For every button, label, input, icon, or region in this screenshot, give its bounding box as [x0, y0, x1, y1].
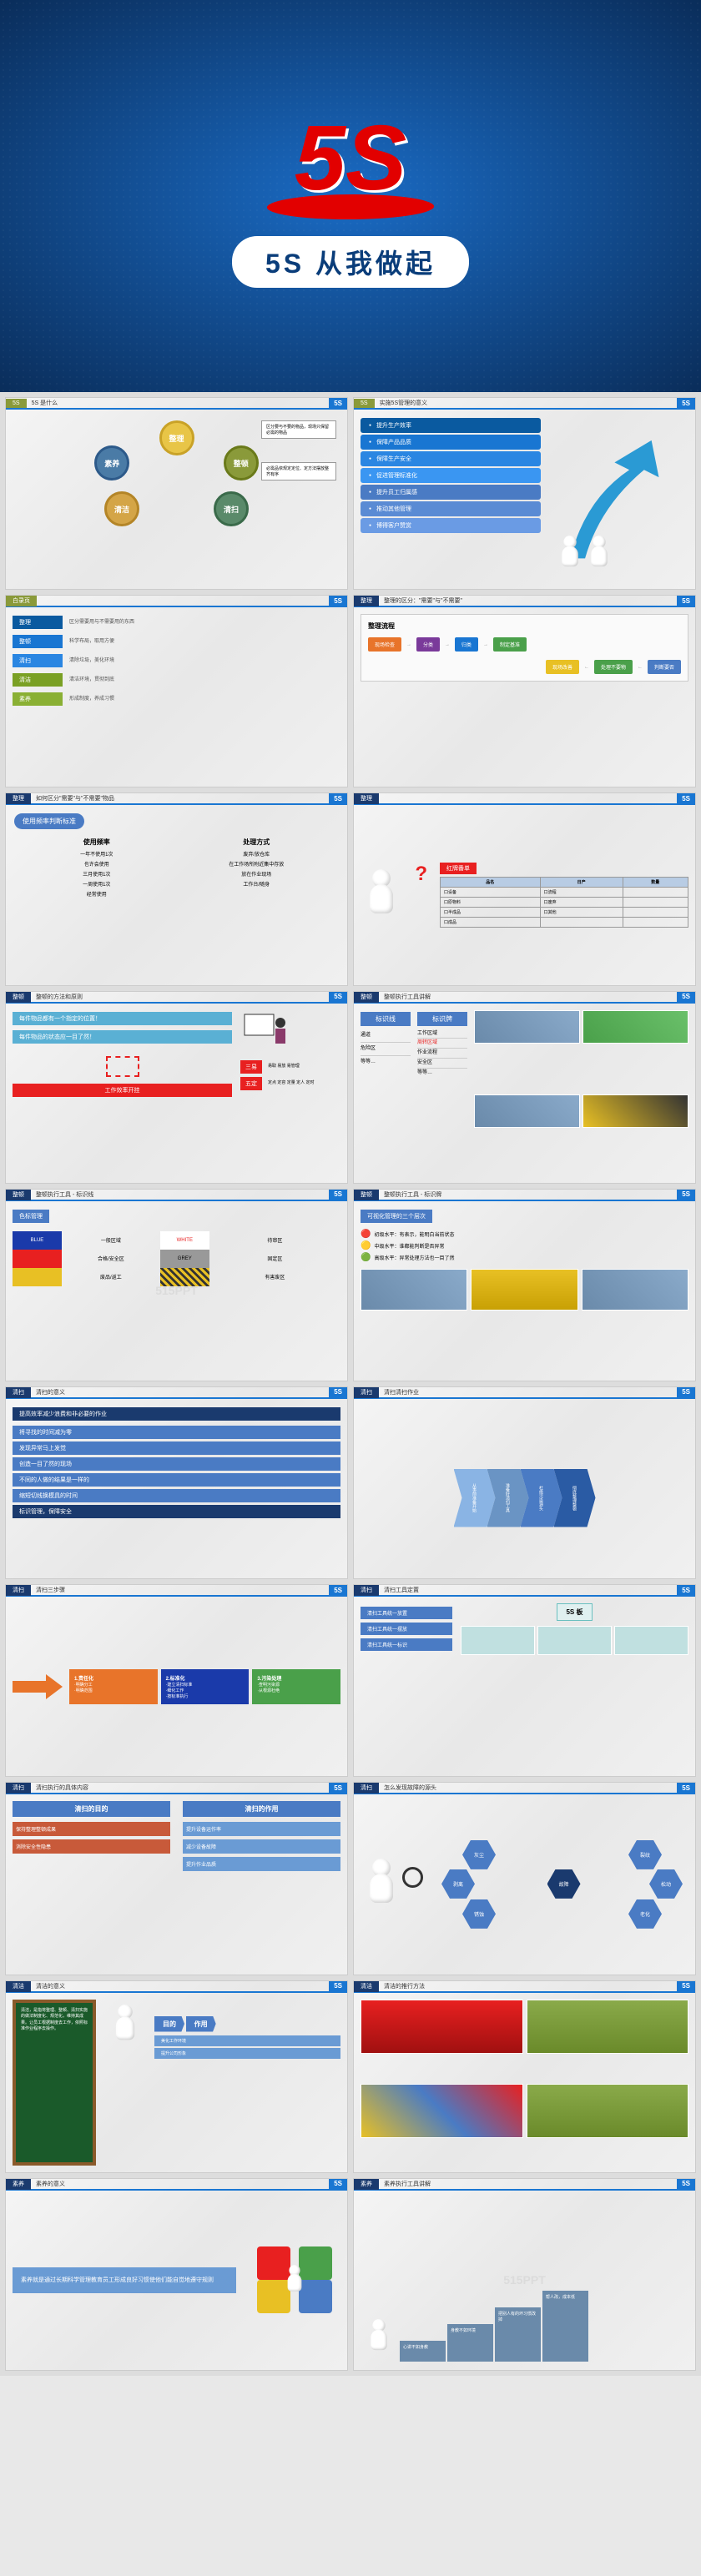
- hero-banner: 5S 5S 从我做起: [0, 0, 701, 392]
- slide-16: 清扫怎么发现故障的源头5S 灰尘 裂纹 剥离 松动 锈蚀 老化 故障: [353, 1782, 696, 1975]
- photo-placeholder: [582, 1010, 688, 1044]
- photo-placeholder: [527, 2084, 689, 2138]
- photo-placeholder: [582, 1269, 688, 1311]
- teacher-icon: [240, 1010, 290, 1052]
- slide-6: 整理5S ? 红牌番单 品名日产数量 口设备口流程 口原物料口废弃 口半成品口其…: [353, 792, 696, 985]
- slide-19: 素养素养的意义5S 素养就是通过长期科学管理教育员工形成良好习惯使他们能自觉地遵…: [5, 2178, 348, 2371]
- photo-placeholder: [361, 1269, 467, 1311]
- slide-1: 5S5S 是什么5S 整理 素养 整顿 清洁 清扫 区分要与不要的物品，现场只保…: [5, 397, 348, 590]
- slide-18: 清洁清洁的推行方法5S: [353, 1980, 696, 2173]
- puzzle-graphic: [249, 2238, 340, 2322]
- person-question-icon: [361, 869, 402, 919]
- slide-12: 清扫清扫清扫作业5S 从事前准备开始 准备好清扫工具 杜绝污染源头 彻底整理整顿: [353, 1386, 696, 1579]
- photo-placeholder: [582, 1094, 688, 1128]
- slide-7: 整顿整顿的方法和原则5S 每件物品都有一个指定的位置！ 每件物品的状态应一目了然…: [5, 991, 348, 1184]
- badge-5s: 5S: [329, 398, 347, 409]
- photo-placeholder: [361, 2084, 523, 2138]
- color-table: BLUE一般区域WHITE待审区 合格/安全区GREY固定区 废品/返工有害废区: [13, 1231, 340, 1286]
- person-running-icon: [365, 2319, 394, 2354]
- benefits-list: 提升生产效率 保障产品品质 保障生产安全 促进管理标准化 提升员工归属感 推动其…: [361, 416, 541, 582]
- person-icon: [556, 536, 585, 571]
- hero-wave: [264, 194, 437, 219]
- slide-9: 整顿整顿执行工具 - 标识线5S 色标管理 BLUE一般区域WHITE待审区 合…: [5, 1189, 348, 1381]
- hero-subtitle: 5S 从我做起: [232, 236, 469, 288]
- photo-placeholder: [614, 1626, 688, 1655]
- photo-placeholder: [527, 2000, 689, 2054]
- circle-seiso: 清扫: [214, 491, 249, 526]
- photo-placeholder: [461, 1626, 535, 1655]
- slide-8: 整顿整顿执行工具讲解5S 标识线 通道 危险区 等等… 标识牌 工作区域 周转区…: [353, 991, 696, 1184]
- photo-placeholder: [471, 1269, 577, 1311]
- circle-shitsuke: 素养: [94, 445, 129, 480]
- slide-20: 素养素养执行工具讲解5S 心讲不如身教 身教不如环境 把别人有的坏习惯改掉 帮人…: [353, 2178, 696, 2371]
- person-icon: [108, 2005, 142, 2045]
- arrow-right-icon: [13, 1674, 63, 1699]
- slide-3: 白录页5S 整理区分需要用与不需要用的东西 整顿科学布局，取用方便 清扫清除垃圾…: [5, 595, 348, 787]
- slide-17: 清洁清洁的意义5S 清洁，是指将整理、整顿、清扫实施的做法制度化、规范化，维持其…: [5, 1980, 348, 2173]
- person-magnify-icon: [361, 1859, 402, 1909]
- slide-grid: 5S5S 是什么5S 整理 素养 整顿 清洁 清扫 区分要与不要的物品，现场只保…: [0, 392, 701, 2376]
- slide-11: 清扫清扫的意义5S 提高效率减少浪费和非必要的作业 将寻找的时间减为零 发现异常…: [5, 1386, 348, 1579]
- slide-14: 清扫清扫工具定置5S 清扫工具统一放置 清扫工具统一摆放 清扫工具统一标识 5S…: [353, 1584, 696, 1777]
- slide-13: 清扫清扫三步骤5S 1.责任化·明确分工 ·明确范围 2.标准化·建立清扫标准 …: [5, 1584, 348, 1777]
- slide-4: 整理整理的区分："需要"与"不需要"5S 整理流程 现场检查→ 分类→ 归类→ …: [353, 595, 696, 787]
- slide-15: 清扫清扫执行的具体内容5S 清扫的目的 保持整理整顿成果 消除安全性隐患 清扫的…: [5, 1782, 348, 1975]
- slide-5: 整理如何区分"需要"与"不需要"物品5S 使用频率判断标准 使用频率 一年不使用…: [5, 792, 348, 985]
- photo-placeholder: [474, 1010, 580, 1044]
- person-icon: [585, 536, 614, 571]
- circle-seiketsu: 清洁: [104, 491, 139, 526]
- slide-10: 整顿整顿执行工具 - 标识牌5S 可视化管理的三个层次 🔴初级水平：有表示，能明…: [353, 1189, 696, 1381]
- photo-placeholder: [537, 1626, 612, 1655]
- slide-tab: 5S: [6, 399, 27, 408]
- photo-placeholder: [361, 2000, 523, 2054]
- slide-2: 5S实施5S管理的意义5S 提升生产效率 保障产品品质 保障生产安全 促进管理标…: [353, 397, 696, 590]
- circle-seiri: 整理: [159, 420, 194, 455]
- photo-placeholder: [474, 1094, 580, 1128]
- blackboard: 清洁，是指将整理、整顿、清扫实施的做法制度化、规范化，维持其成果。让员工根据制度…: [13, 2000, 96, 2166]
- circle-seiton: 整顿: [224, 445, 259, 480]
- red-tag-table: 品名日产数量 口设备口流程 口原物料口废弃 口半成品口其他 口成品: [440, 877, 688, 928]
